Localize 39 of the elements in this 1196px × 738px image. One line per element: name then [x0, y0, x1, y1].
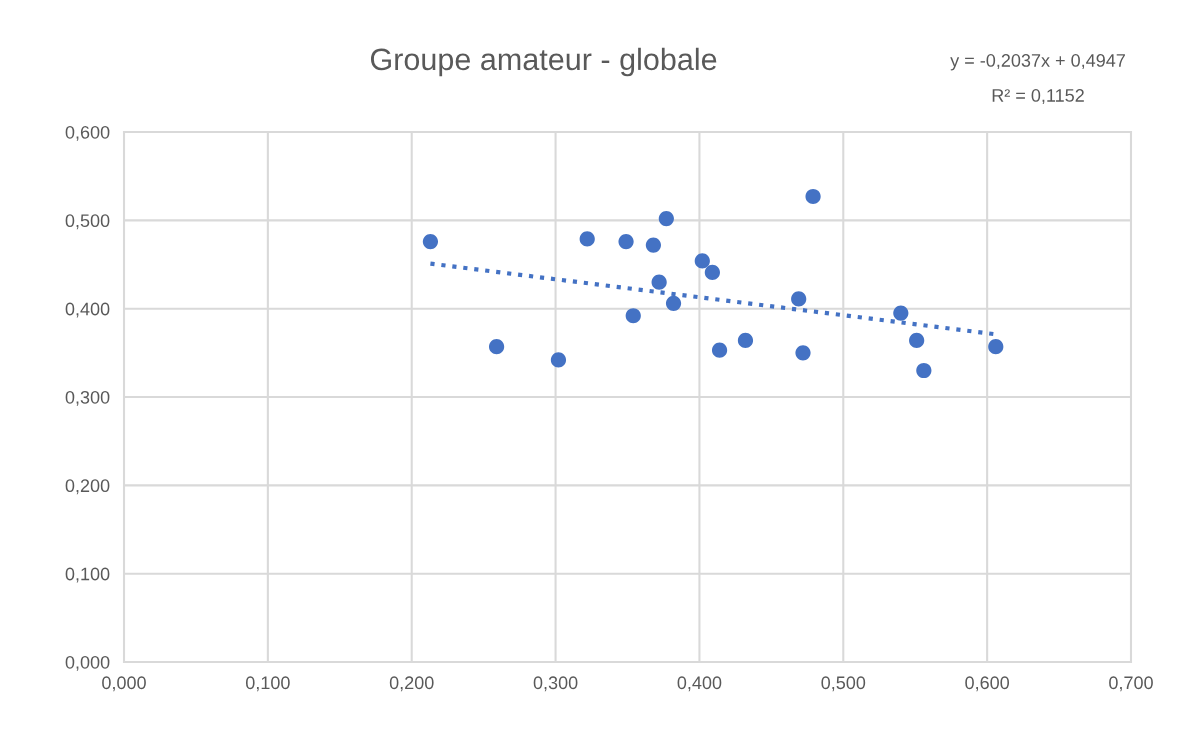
x-tick-label: 0,500 [821, 676, 866, 692]
x-tick-label: 0,100 [245, 676, 290, 692]
point [651, 274, 667, 290]
y-tick-label: 0,400 [65, 302, 110, 318]
y-tick-label: 0,000 [65, 655, 110, 671]
point [704, 264, 720, 281]
point [488, 339, 505, 355]
point [909, 332, 925, 349]
point [579, 231, 595, 247]
point [422, 233, 439, 250]
point [618, 233, 634, 250]
point [988, 339, 1004, 355]
point [645, 237, 661, 253]
y-tick-label: 0,600 [65, 125, 110, 141]
x-tick-label: 0,600 [965, 676, 1010, 692]
point [805, 188, 821, 205]
x-tick-label: 0,200 [389, 676, 434, 692]
point [658, 210, 674, 227]
point [916, 362, 932, 379]
point [893, 305, 909, 321]
point [791, 291, 807, 307]
point [625, 308, 641, 324]
point [694, 253, 710, 269]
x-tick-label: 0,300 [533, 676, 578, 692]
point [665, 295, 682, 311]
y-tick-label: 0,100 [65, 567, 110, 583]
x-tick-label: 0,400 [677, 676, 722, 692]
y-tick-label: 0,500 [65, 214, 110, 230]
y-tick-label: 0,200 [65, 479, 110, 495]
point [737, 332, 754, 349]
text: R² = 0,1152 [992, 89, 1084, 104]
point [711, 342, 728, 358]
x-tick-label: 0,000 [102, 676, 146, 692]
chart-title: Groupe amateur - globale [370, 47, 717, 77]
point [795, 345, 811, 361]
y-tick-label: 0,300 [65, 390, 110, 406]
x-tick-label: 0,700 [1109, 676, 1153, 692]
point [550, 352, 567, 368]
text: y = -0,2037x + 0,4947 [950, 54, 1125, 71]
